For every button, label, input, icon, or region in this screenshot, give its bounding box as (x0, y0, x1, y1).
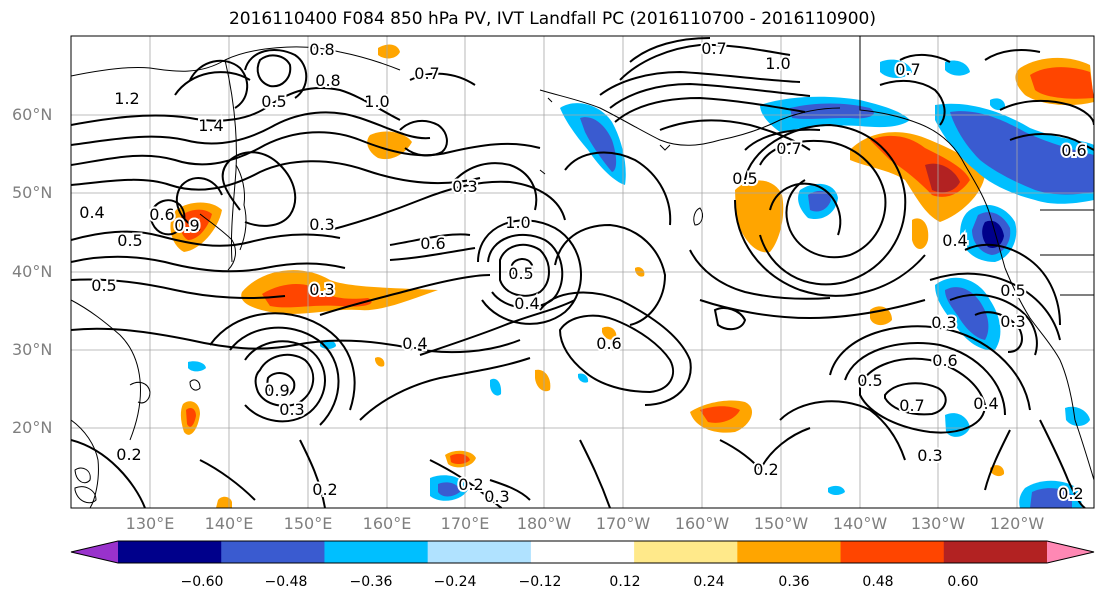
lon-label-130e: 130°E (125, 514, 175, 533)
contour-label: 0.7 (895, 60, 920, 79)
colorbar-tick-label: 0.60 (947, 574, 979, 590)
colorbar-tick-label: 0.48 (862, 574, 894, 590)
lon-label-150w: 150°W (753, 514, 809, 533)
colorbar-segment (324, 541, 429, 563)
contour-label: 0.4 (514, 294, 539, 313)
colorbar-extend-max (1047, 541, 1094, 563)
lat-label-60n: 60°N (12, 105, 53, 124)
colorbar-segment (427, 541, 532, 563)
colorbar-segment (943, 541, 1048, 563)
contour-label: 1.4 (198, 116, 223, 135)
contour-label: 1.0 (364, 92, 389, 111)
contour-label: 1.0 (765, 54, 790, 73)
colorbar-tick-label: 0.36 (778, 574, 810, 590)
contour-label: 0.8 (309, 40, 334, 59)
contour-label: 0.5 (261, 92, 286, 111)
contour-label: 0.4 (79, 203, 104, 222)
colorbar-segment (118, 541, 222, 563)
pv-contours (71, 37, 1094, 508)
coastlines (71, 36, 1094, 508)
contour-label: 0.3 (309, 215, 334, 234)
contour-label: 0.6 (932, 351, 957, 370)
lon-label-150e: 150°E (283, 514, 333, 533)
contour-label: 0.3 (917, 446, 942, 465)
lon-label-170e: 170°E (440, 514, 490, 533)
contour-label: 0.9 (174, 216, 199, 235)
colorbar-tick-label: −0.36 (349, 574, 393, 590)
contour-label-group: 0.80.8 0.70.5 1.01.21.40.40.50.60.50.30.30… (77, 37, 1088, 508)
colorbar-segment (840, 541, 945, 563)
colorbar (70, 540, 1095, 564)
contour-label: 0.2 (1058, 484, 1083, 503)
contour-label: 0.7 (701, 39, 726, 58)
colorbar-tick-label: 0.12 (609, 574, 641, 590)
lon-label-160w: 160°W (674, 514, 730, 533)
contour-label: 0.6 (149, 205, 174, 224)
lon-label-140e: 140°E (204, 514, 254, 533)
colorbar-segment (737, 541, 842, 563)
contour-label: 0.5 (857, 371, 882, 390)
colorbar-tick-label: −0.12 (518, 574, 562, 590)
contour-label: 0.5 (1000, 281, 1025, 300)
lon-label-140w: 140°W (832, 514, 888, 533)
contour-label: 0.6 (1061, 141, 1086, 160)
contour-label: 0.7 (414, 64, 439, 83)
colorbar-extend-min (71, 541, 118, 563)
lat-label-30n: 30°N (12, 340, 53, 359)
lon-label-130w: 130°W (910, 514, 966, 533)
lon-label-120w: 120°W (989, 514, 1045, 533)
lat-label-20n: 20°N (12, 418, 53, 437)
contour-label: 0.7 (899, 396, 924, 415)
contour-label: 0.5 (508, 264, 533, 283)
contour-label: 0.3 (309, 280, 334, 299)
contour-label: 0.3 (931, 313, 956, 332)
grid-lines (71, 36, 1094, 508)
contour-label: 1.0 (505, 213, 530, 232)
contour-label: 0.3 (452, 177, 477, 196)
lon-label-180w: 180°W (516, 514, 572, 533)
contour-label: 0.6 (420, 234, 445, 253)
contour-label: 0.5 (91, 276, 116, 295)
contour-label: 0.4 (402, 334, 427, 353)
colorbar-segment (530, 541, 635, 563)
colorbar-tick-label: −0.24 (433, 574, 477, 590)
contour-label: 0.5 (732, 169, 757, 188)
colorbar-tick-label: 0.24 (693, 574, 725, 590)
islands (74, 97, 671, 504)
contour-label: 0.2 (753, 460, 778, 479)
contour-label: 0.2 (458, 475, 483, 494)
contour-label: 0.4 (942, 231, 967, 250)
contour-label: 1.2 (114, 89, 139, 108)
map-title: 2016110400 F084 850 hPa PV, IVT Landfall… (228, 9, 876, 29)
lon-label-160e: 160°E (362, 514, 412, 533)
colorbar-tick-label: −0.48 (264, 574, 308, 590)
colorbar-segment (634, 541, 738, 563)
lon-label-170w: 170°W (595, 514, 651, 533)
contour-label: 0.3 (279, 400, 304, 419)
contour-label: 0.7 (776, 139, 801, 158)
contour-label: 0.4 (973, 394, 998, 413)
pc-shading (170, 44, 1094, 508)
colorbar-segment (221, 541, 325, 563)
contour-label: 0.5 (117, 231, 142, 250)
contour-label: 0.3 (484, 487, 509, 506)
colorbar-tick-label: −0.60 (180, 574, 224, 590)
contour-label: 0.9 (264, 381, 289, 400)
contour-label: 0.6 (596, 334, 621, 353)
lat-label-40n: 40°N (12, 262, 53, 281)
contour-label: 0.2 (312, 480, 337, 499)
lat-label-50n: 50°N (12, 183, 53, 202)
contour-label: 0.3 (1000, 312, 1025, 331)
contour-label: 0.2 (116, 445, 141, 464)
contour-label: 0.8 (315, 71, 340, 90)
